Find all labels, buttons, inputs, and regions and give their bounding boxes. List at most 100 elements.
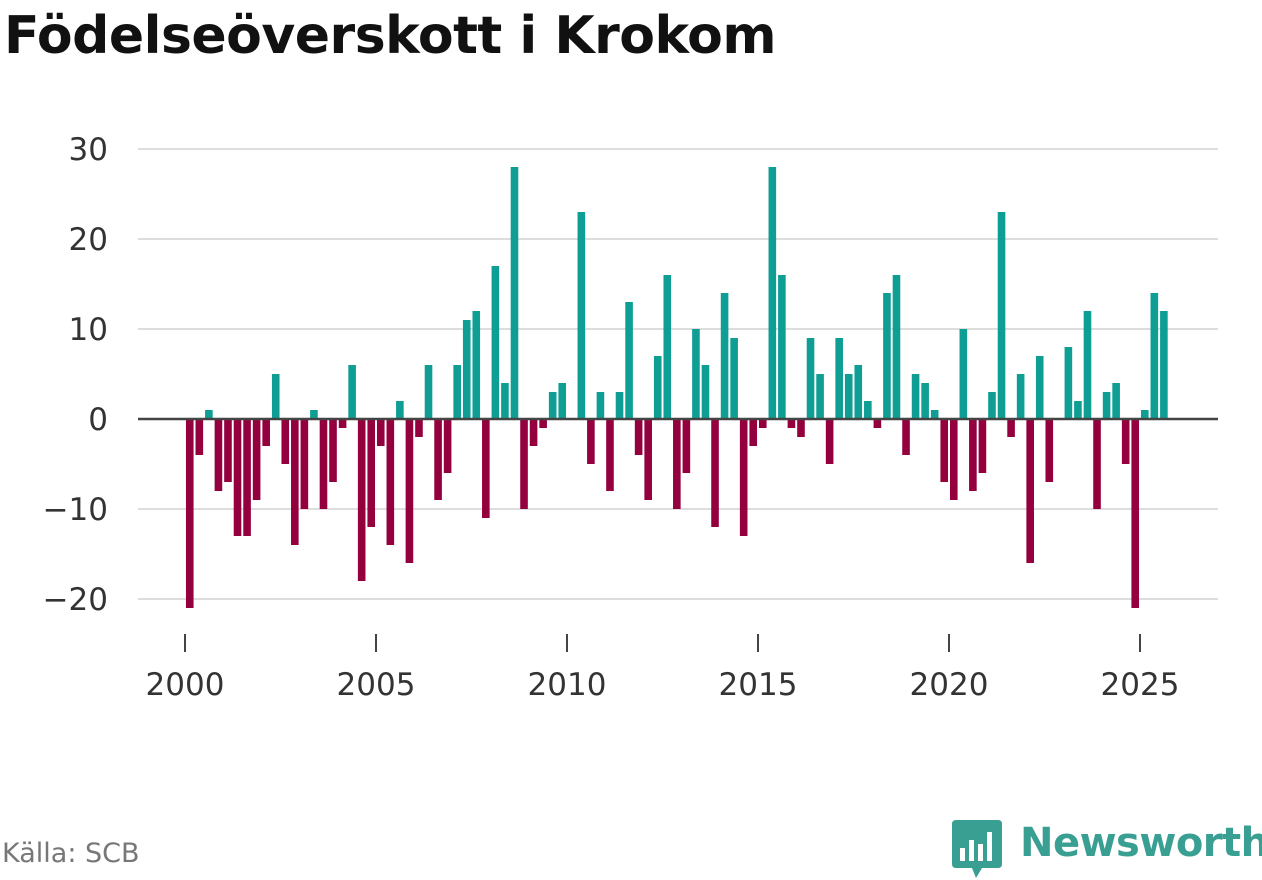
bar xyxy=(501,383,509,419)
bar xyxy=(205,410,213,419)
bar xyxy=(558,383,567,419)
bar xyxy=(625,302,633,419)
y-tick-label: 10 xyxy=(69,312,108,348)
x-tick-label: 2005 xyxy=(337,667,416,703)
bar xyxy=(682,419,691,473)
bar xyxy=(195,419,204,455)
bar xyxy=(959,329,968,419)
bar xyxy=(1140,410,1149,419)
bar xyxy=(1026,419,1034,563)
bar xyxy=(367,419,376,527)
bar xyxy=(673,419,681,509)
bar xyxy=(949,419,958,500)
bar xyxy=(472,311,481,419)
bar xyxy=(1016,374,1025,419)
bar xyxy=(386,419,395,545)
bar xyxy=(357,419,366,581)
bar xyxy=(577,212,586,419)
y-tick-label: −20 xyxy=(43,582,108,618)
bar xyxy=(520,419,528,509)
bar xyxy=(911,374,920,419)
bar xyxy=(1035,356,1044,419)
bar xyxy=(758,419,767,428)
bar xyxy=(1045,419,1054,482)
bar xyxy=(997,212,1006,419)
x-tick-label: 2025 xyxy=(1101,667,1180,703)
gridlines xyxy=(138,148,1218,600)
bar xyxy=(587,419,595,464)
bar xyxy=(338,419,347,428)
bar xyxy=(653,356,662,419)
bar xyxy=(825,419,834,464)
y-tick-label: 30 xyxy=(69,132,108,168)
bar xyxy=(1093,419,1101,509)
bar xyxy=(644,419,652,500)
source-note: Källa: SCB xyxy=(2,838,140,869)
bar xyxy=(396,401,404,419)
bar xyxy=(329,419,337,482)
bar xyxy=(902,419,910,455)
bar xyxy=(1112,383,1120,419)
bar xyxy=(844,374,853,419)
bar xyxy=(548,392,557,419)
y-tick-label: 0 xyxy=(88,402,108,438)
bar xyxy=(252,419,261,500)
bar xyxy=(482,419,490,518)
y-tick-label: −10 xyxy=(43,492,108,528)
bar xyxy=(720,293,729,419)
bar xyxy=(185,419,194,608)
bar xyxy=(262,419,270,446)
bar xyxy=(921,383,929,419)
bar xyxy=(692,329,700,419)
bar xyxy=(615,392,624,419)
bar xyxy=(701,365,710,419)
brand-logo: Newsworthy xyxy=(952,818,1262,878)
x-tick-label: 2000 xyxy=(146,667,225,703)
bar xyxy=(233,419,242,536)
bar xyxy=(405,419,414,563)
bar xyxy=(892,275,901,419)
bar xyxy=(596,392,605,419)
bar xyxy=(424,365,433,419)
y-tick-label: 20 xyxy=(69,222,108,258)
bar xyxy=(873,419,882,428)
bar xyxy=(443,419,452,473)
brand-name: Newsworthy xyxy=(1020,820,1262,866)
chart-title: Födelseöverskott i Krokom xyxy=(4,6,777,66)
bar xyxy=(778,275,786,419)
x-tick-label: 2020 xyxy=(910,667,989,703)
bar xyxy=(787,419,796,428)
bar xyxy=(1083,311,1092,419)
bar xyxy=(883,293,891,419)
bar xyxy=(969,419,977,491)
bar xyxy=(835,338,843,419)
bar xyxy=(415,419,423,437)
bar xyxy=(1150,293,1159,419)
bar xyxy=(739,419,748,536)
x-tick-label: 2010 xyxy=(528,667,607,703)
bar xyxy=(1074,401,1082,419)
bar xyxy=(462,320,471,419)
bar xyxy=(1007,419,1015,437)
bar xyxy=(816,374,824,419)
newsworthy-logo-icon xyxy=(952,820,1002,878)
bar xyxy=(214,419,223,491)
bar xyxy=(243,419,251,536)
bar xyxy=(1121,419,1130,464)
bar xyxy=(291,419,299,545)
bar xyxy=(940,419,949,482)
bar xyxy=(539,419,547,428)
bar xyxy=(1102,392,1111,419)
bar xyxy=(854,365,863,419)
bar xyxy=(224,419,232,482)
bar xyxy=(434,419,442,500)
bar xyxy=(271,374,280,419)
bar xyxy=(663,275,672,419)
bar xyxy=(300,419,309,509)
bar xyxy=(1131,419,1140,608)
bars xyxy=(185,167,1168,608)
bar xyxy=(310,410,318,419)
bar xyxy=(281,419,290,464)
bar xyxy=(864,401,872,419)
